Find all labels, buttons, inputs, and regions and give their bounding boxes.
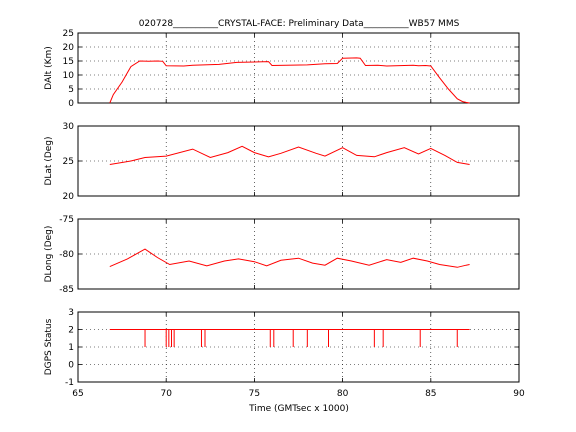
y-tick-label: 10 xyxy=(63,71,75,81)
x-tick-label: 75 xyxy=(249,389,260,399)
x-tick-label: 85 xyxy=(425,389,436,399)
series-line-2 xyxy=(109,145,470,165)
x-tick-label: 90 xyxy=(513,389,525,399)
y-tick-label: -85 xyxy=(59,285,74,295)
y-tick-label: 0 xyxy=(68,99,74,109)
y-tick-label: 1 xyxy=(68,343,74,353)
y-tick-label: 2 xyxy=(68,326,74,336)
x-tick-label: 70 xyxy=(160,389,172,399)
y-tick-label: 3 xyxy=(68,308,74,318)
series-line-3 xyxy=(109,248,470,268)
y-tick-label: 20 xyxy=(63,192,75,202)
y-axis-label: DLat (Deg) xyxy=(44,136,54,185)
plot-frame xyxy=(77,32,520,104)
y-tick-label: -1 xyxy=(65,378,74,388)
x-tick-label: 65 xyxy=(72,389,83,399)
panel-3: -85 -80 -75 DLong (Deg) xyxy=(44,215,520,295)
y-tick-label: 30 xyxy=(63,122,75,132)
x-tick-label: 80 xyxy=(337,389,349,399)
panel-4: -1 0 1 2 3 DGPS Status 65 70 75 80 85 90 xyxy=(44,308,525,399)
y-axis-label: DLong (Deg) xyxy=(44,226,54,283)
panel-1: 0 5 10 15 20 25 DAlt (Km) xyxy=(44,29,520,109)
y-axis-label: DGPS Status xyxy=(44,318,54,375)
x-axis-label: Time (GMTsec x 1000) xyxy=(248,404,349,414)
y-tick-label: 25 xyxy=(63,157,74,167)
chart-title: 020728__________CRYSTAL-FACE: Preliminar… xyxy=(139,19,460,29)
plot-frame xyxy=(77,125,520,197)
y-axis-label: DAlt (Km) xyxy=(44,46,54,90)
panel-2: 20 25 30 DLat (Deg) xyxy=(44,122,520,202)
y-tick-label: 20 xyxy=(63,43,75,53)
y-tick-label: -75 xyxy=(59,215,74,225)
y-tick-label: 5 xyxy=(68,85,74,95)
series-line-1 xyxy=(109,57,470,104)
y-tick-label: 0 xyxy=(68,361,74,371)
y-tick-label: 15 xyxy=(63,57,74,67)
y-tick-label: -80 xyxy=(59,250,74,260)
y-tick-label: 25 xyxy=(63,29,74,39)
